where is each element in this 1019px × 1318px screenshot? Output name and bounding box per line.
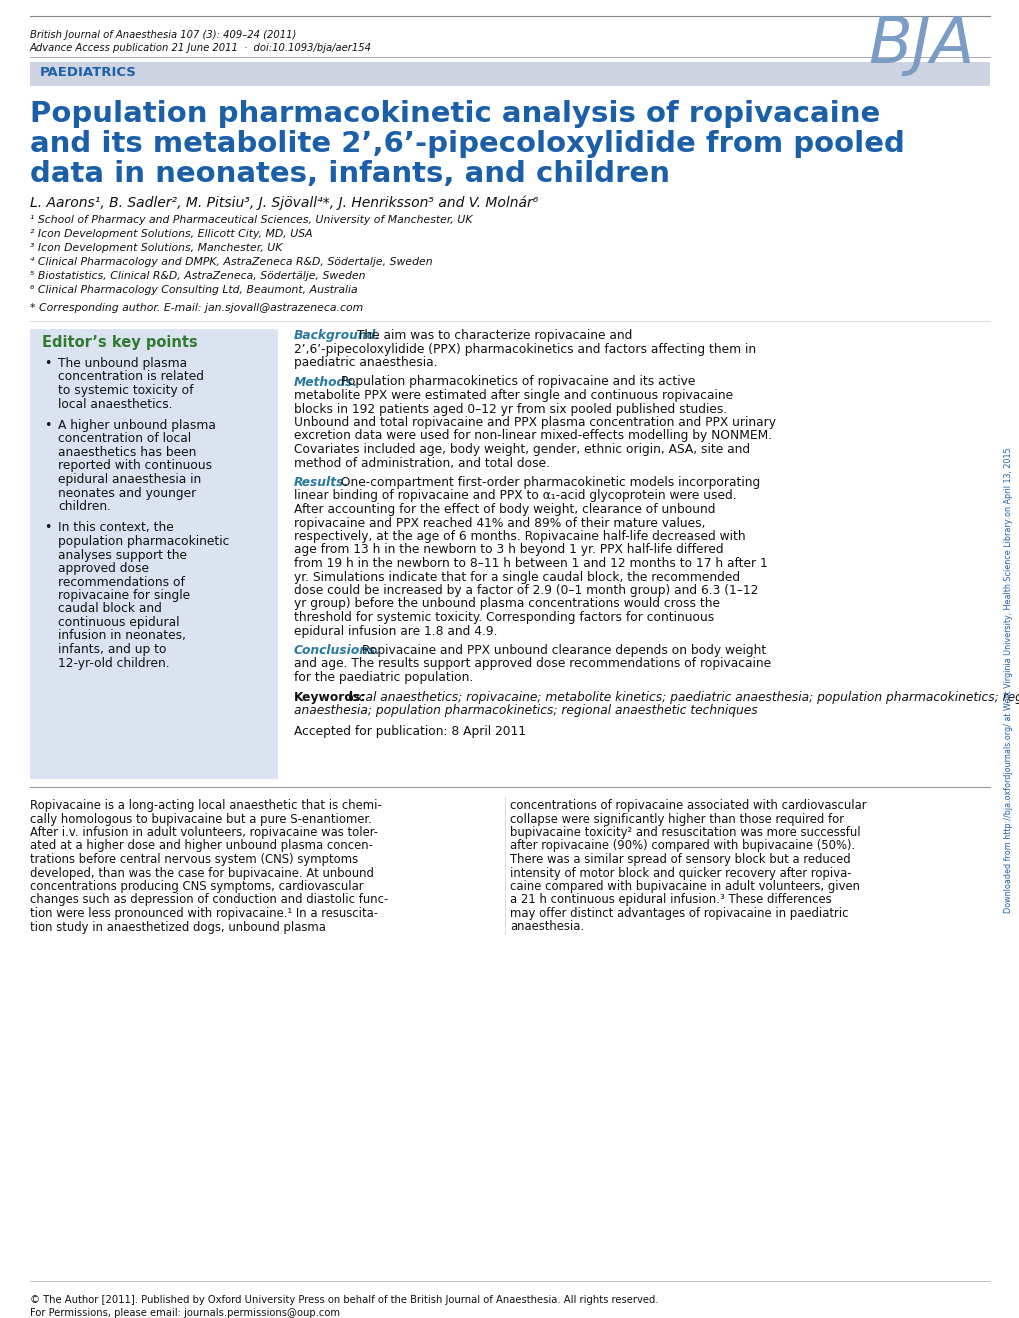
Text: approved dose: approved dose (58, 561, 149, 575)
Text: epidural infusion are 1.8 and 4.9.: epidural infusion are 1.8 and 4.9. (293, 625, 497, 638)
Text: children.: children. (58, 500, 111, 513)
Text: ropivacaine for single: ropivacaine for single (58, 589, 190, 602)
Text: The aim was to characterize ropivacaine and: The aim was to characterize ropivacaine … (353, 330, 632, 341)
Text: trations before central nervous system (CNS) symptoms: trations before central nervous system (… (30, 853, 358, 866)
Text: method of administration, and total dose.: method of administration, and total dose… (293, 456, 549, 469)
Text: local anaesthetics; ropivacaine; metabolite kinetics; paediatric anaesthesia; po: local anaesthetics; ropivacaine; metabol… (344, 691, 1019, 704)
Text: dose could be increased by a factor of 2.9 (0–1 month group) and 6.3 (1–12: dose could be increased by a factor of 2… (293, 584, 758, 597)
Text: The unbound plasma: The unbound plasma (58, 357, 186, 370)
Text: from 19 h in the newborn to 8–11 h between 1 and 12 months to 17 h after 1: from 19 h in the newborn to 8–11 h betwe… (293, 558, 767, 569)
Text: Ropivacaine is a long-acting local anaesthetic that is chemi-: Ropivacaine is a long-acting local anaes… (30, 799, 381, 812)
Text: L. Aarons¹, B. Sadler², M. Pitsiu³, J. Sjövall⁴*, J. Henriksson⁵ and V. Molnár⁶: L. Aarons¹, B. Sadler², M. Pitsiu³, J. S… (30, 195, 538, 210)
Text: concentration of local: concentration of local (58, 432, 191, 445)
Text: population pharmacokinetic: population pharmacokinetic (58, 535, 229, 548)
Text: age from 13 h in the newborn to 3 h beyond 1 yr. PPX half-life differed: age from 13 h in the newborn to 3 h beyo… (293, 543, 722, 556)
Text: •: • (44, 419, 51, 432)
Text: infusion in neonates,: infusion in neonates, (58, 630, 185, 642)
Text: One-compartment first-order pharmacokinetic models incorporating: One-compartment first-order pharmacokine… (336, 476, 759, 489)
Text: Covariates included age, body weight, gender, ethnic origin, ASA, site and: Covariates included age, body weight, ge… (293, 443, 749, 456)
Text: Methods.: Methods. (293, 376, 358, 389)
Text: for the paediatric population.: for the paediatric population. (293, 671, 473, 684)
Text: •: • (44, 357, 51, 370)
Text: after ropivacaine (90%) compared with bupivacaine (50%).: after ropivacaine (90%) compared with bu… (510, 840, 854, 853)
Text: neonates and younger: neonates and younger (58, 486, 196, 500)
Text: ropivacaine and PPX reached 41% and 89% of their mature values,: ropivacaine and PPX reached 41% and 89% … (293, 517, 705, 530)
Text: In this context, the: In this context, the (58, 522, 173, 535)
Text: and its metabolite 2’,6’-pipecoloxylidide from pooled: and its metabolite 2’,6’-pipecoloxylidid… (30, 130, 904, 158)
Text: •: • (44, 522, 51, 535)
Text: paediatric anaesthesia.: paediatric anaesthesia. (293, 356, 437, 369)
Text: respectively, at the age of 6 months. Ropivacaine half-life decreased with: respectively, at the age of 6 months. Ro… (293, 530, 745, 543)
Bar (30, 330, 278, 779)
Text: Ropivacaine and PPX unbound clearance depends on body weight: Ropivacaine and PPX unbound clearance de… (358, 645, 765, 656)
Text: local anaesthetics.: local anaesthetics. (58, 398, 172, 410)
Text: Keywords:: Keywords: (293, 691, 366, 704)
Text: ⁴ Clinical Pharmacology and DMPK, AstraZeneca R&D, Södertalje, Sweden: ⁴ Clinical Pharmacology and DMPK, AstraZ… (30, 257, 432, 268)
Text: British Journal of Anaesthesia 107 (3): 409–24 (2011): British Journal of Anaesthesia 107 (3): … (30, 30, 297, 40)
Text: Downloaded from http://bja.oxfordjournals.org/ at West Virginia University, Heal: Downloaded from http://bja.oxfordjournal… (1004, 447, 1013, 913)
Text: intensity of motor block and quicker recovery after ropiva-: intensity of motor block and quicker rec… (510, 866, 851, 879)
Text: concentration is related: concentration is related (58, 370, 204, 384)
Text: blocks in 192 patients aged 0–12 yr from six pooled published studies.: blocks in 192 patients aged 0–12 yr from… (293, 402, 727, 415)
Text: caine compared with bupivacaine in adult volunteers, given: caine compared with bupivacaine in adult… (510, 880, 859, 894)
Text: tion study in anaesthetized dogs, unbound plasma: tion study in anaesthetized dogs, unboun… (30, 920, 325, 933)
Text: 12-yr-old children.: 12-yr-old children. (58, 656, 169, 670)
Bar (30, 62, 989, 86)
Text: anaesthesia.: anaesthesia. (510, 920, 584, 933)
Text: After i.v. infusion in adult volunteers, ropivacaine was toler-: After i.v. infusion in adult volunteers,… (30, 826, 378, 840)
Text: Population pharmacokinetic analysis of ropivacaine: Population pharmacokinetic analysis of r… (30, 100, 879, 128)
Text: recommendations of: recommendations of (58, 576, 184, 589)
Text: ated at a higher dose and higher unbound plasma concen-: ated at a higher dose and higher unbound… (30, 840, 373, 853)
Text: infants, and up to: infants, and up to (58, 643, 166, 656)
Text: ² Icon Development Solutions, Ellicott City, MD, USA: ² Icon Development Solutions, Ellicott C… (30, 229, 312, 239)
Text: bupivacaine toxicity² and resuscitation was more successful: bupivacaine toxicity² and resuscitation … (510, 826, 860, 840)
Text: ³ Icon Development Solutions, Manchester, UK: ³ Icon Development Solutions, Manchester… (30, 243, 282, 253)
Text: changes such as depression of conduction and diastolic func-: changes such as depression of conduction… (30, 894, 388, 907)
Text: After accounting for the effect of body weight, clearance of unbound: After accounting for the effect of body … (293, 503, 714, 517)
Text: Conclusions.: Conclusions. (293, 645, 380, 656)
Text: Accepted for publication: 8 April 2011: Accepted for publication: 8 April 2011 (293, 725, 526, 738)
Text: BJA: BJA (867, 14, 974, 76)
Text: concentrations of ropivacaine associated with cardiovascular: concentrations of ropivacaine associated… (510, 799, 866, 812)
Text: Editor’s key points: Editor’s key points (42, 335, 198, 351)
Text: linear binding of ropivacaine and PPX to α₁-acid glycoprotein were used.: linear binding of ropivacaine and PPX to… (293, 489, 736, 502)
Text: For Permissions, please email: journals.permissions@oup.com: For Permissions, please email: journals.… (30, 1307, 339, 1318)
Text: ¹ School of Pharmacy and Pharmaceutical Sciences, University of Manchester, UK: ¹ School of Pharmacy and Pharmaceutical … (30, 215, 472, 225)
Text: © The Author [2011]. Published by Oxford University Press on behalf of the Briti: © The Author [2011]. Published by Oxford… (30, 1296, 658, 1305)
Text: developed, than was the case for bupivacaine. At unbound: developed, than was the case for bupivac… (30, 866, 374, 879)
Text: A higher unbound plasma: A higher unbound plasma (58, 419, 216, 432)
Text: continuous epidural: continuous epidural (58, 616, 179, 629)
Text: and age. The results support approved dose recommendations of ropivacaine: and age. The results support approved do… (293, 658, 770, 671)
Text: Advance Access publication 21 June 2011  ·  doi:10.1093/bja/aer154: Advance Access publication 21 June 2011 … (30, 43, 372, 53)
Text: ⁶ Clinical Pharmacology Consulting Ltd, Beaumont, Australia: ⁶ Clinical Pharmacology Consulting Ltd, … (30, 285, 358, 295)
Text: data in neonates, infants, and children: data in neonates, infants, and children (30, 159, 669, 188)
Text: yr. Simulations indicate that for a single caudal block, the recommended: yr. Simulations indicate that for a sing… (293, 571, 740, 584)
Text: Background.: Background. (293, 330, 381, 341)
Text: anaesthetics has been: anaesthetics has been (58, 445, 197, 459)
Text: PAEDIATRICS: PAEDIATRICS (40, 66, 137, 79)
Text: threshold for systemic toxicity. Corresponding factors for continuous: threshold for systemic toxicity. Corresp… (293, 612, 713, 623)
Text: analyses support the: analyses support the (58, 548, 186, 561)
Text: epidural anaesthesia in: epidural anaesthesia in (58, 473, 201, 486)
Text: excretion data were used for non-linear mixed-effects modelling by NONMEM.: excretion data were used for non-linear … (293, 430, 771, 443)
Text: may offer distinct advantages of ropivacaine in paediatric: may offer distinct advantages of ropivac… (510, 907, 848, 920)
Text: metabolite PPX were estimated after single and continuous ropivacaine: metabolite PPX were estimated after sing… (293, 389, 733, 402)
Text: to systemic toxicity of: to systemic toxicity of (58, 384, 194, 397)
Text: yr group) before the unbound plasma concentrations would cross the: yr group) before the unbound plasma conc… (293, 597, 719, 610)
Text: collapse were significantly higher than those required for: collapse were significantly higher than … (510, 812, 843, 825)
Text: tion were less pronounced with ropivacaine.¹ In a resuscita-: tion were less pronounced with ropivacai… (30, 907, 378, 920)
Text: reported with continuous: reported with continuous (58, 460, 212, 472)
Text: Population pharmacokinetics of ropivacaine and its active: Population pharmacokinetics of ropivacai… (336, 376, 695, 389)
Text: anaesthesia; population pharmacokinetics; regional anaesthetic techniques: anaesthesia; population pharmacokinetics… (293, 704, 757, 717)
Text: Unbound and total ropivacaine and PPX plasma concentration and PPX urinary: Unbound and total ropivacaine and PPX pl… (293, 416, 775, 428)
Text: * Corresponding author. E-mail: jan.sjovall@astrazeneca.com: * Corresponding author. E-mail: jan.sjov… (30, 303, 363, 312)
Text: There was a similar spread of sensory block but a reduced: There was a similar spread of sensory bl… (510, 853, 850, 866)
Text: 2’,6’-pipecoloxylidide (PPX) pharmacokinetics and factors affecting them in: 2’,6’-pipecoloxylidide (PPX) pharmacokin… (293, 343, 755, 356)
Text: cally homologous to bupivacaine but a pure S-enantiomer.: cally homologous to bupivacaine but a pu… (30, 812, 372, 825)
Text: caudal block and: caudal block and (58, 602, 162, 616)
Text: a 21 h continuous epidural infusion.³ These differences: a 21 h continuous epidural infusion.³ Th… (510, 894, 830, 907)
Text: concentrations producing CNS symptoms, cardiovascular: concentrations producing CNS symptoms, c… (30, 880, 363, 894)
Text: ⁵ Biostatistics, Clinical R&D, AstraZeneca, Södertälje, Sweden: ⁵ Biostatistics, Clinical R&D, AstraZene… (30, 272, 365, 281)
Text: Results.: Results. (293, 476, 348, 489)
